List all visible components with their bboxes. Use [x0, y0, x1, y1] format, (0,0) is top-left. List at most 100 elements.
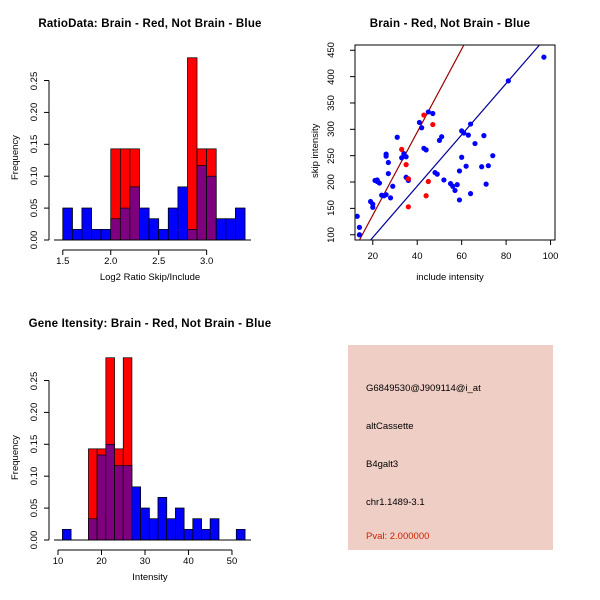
scatter-canvas — [350, 44, 556, 245]
scatter-point-not-brain — [385, 159, 391, 166]
scatter-point-not-brain — [459, 154, 465, 160]
scatter-content — [355, 45, 547, 240]
x-tick-label: 40 — [411, 251, 423, 262]
scatter-point-not-brain — [394, 134, 400, 140]
histogram-bar-not-brain — [72, 228, 83, 241]
scatter-point-not-brain — [399, 155, 405, 161]
histogram-bar-not-brain — [166, 518, 176, 541]
y-tick-label: 100 — [326, 226, 337, 243]
x-tick-label: 50 — [226, 556, 238, 567]
y-tick-label: 200 — [326, 174, 337, 190]
histogram-bar-not-brain — [183, 528, 194, 541]
gene-histogram-panel: Gene Itensity: Brain - Red, Not Brain - … — [0, 300, 300, 600]
histogram-bar-not-brain — [148, 218, 160, 241]
info-panel: G6849530@J909114@i_at altCassette B4galt… — [300, 300, 600, 600]
scatter-point-not-brain — [541, 54, 547, 60]
y-tick-label: 300 — [326, 121, 337, 138]
scatter-point-not-brain — [452, 187, 458, 194]
x-tick-label: 2.5 — [152, 256, 166, 267]
scatter-point-brain — [405, 204, 411, 210]
histogram-bar-not-brain — [62, 207, 73, 241]
gene-histogram-xlabel: Intensity — [132, 572, 168, 583]
scatter-point-brain — [430, 121, 436, 128]
not-brain-fit-line — [370, 45, 540, 240]
y-tick-label: 450 — [326, 42, 337, 59]
ratio-histogram-canvas — [44, 57, 251, 255]
histogram-bar-overlap — [110, 218, 121, 241]
ratio-histogram-xlabel: Log2 Ratio Skip/Include — [99, 272, 201, 283]
ratio-histogram-panel: RatioData: Brain - Red, Not Brain - Blue… — [0, 0, 300, 300]
histogram-bar-overlap — [129, 186, 140, 241]
scatter-point-not-brain — [467, 121, 474, 127]
scatter-point-not-brain — [430, 110, 436, 117]
scatter-panel: Brain - Red, Not Brain - Blue skip inten… — [300, 0, 600, 300]
x-tick-label: 80 — [500, 251, 512, 262]
x-tick-label: 100 — [542, 251, 559, 262]
x-tick-label: 2.0 — [104, 256, 118, 267]
histogram-bar-not-brain — [215, 218, 227, 241]
scatter-point-not-brain — [385, 170, 391, 177]
scatter-point-not-brain — [467, 191, 474, 197]
y-tick-label: 0.15 — [29, 135, 40, 154]
histogram-bar-not-brain — [192, 518, 202, 541]
histogram-bar-not-brain — [177, 186, 188, 241]
scatter-point-not-brain — [356, 232, 363, 238]
y-tick-label: 0.00 — [29, 530, 40, 550]
histogram-bar-not-brain — [158, 228, 169, 241]
y-tick-label: 0.20 — [29, 103, 40, 122]
scatter-point-not-brain — [419, 125, 425, 131]
scatter-point-brain — [405, 176, 411, 182]
histogram-bar-not-brain — [81, 207, 92, 241]
y-tick-label: 350 — [326, 95, 337, 111]
scatter-point-not-brain — [441, 177, 447, 183]
y-tick-label: 0.15 — [29, 435, 40, 454]
scatter-point-not-brain — [425, 109, 431, 115]
histogram-bar-not-brain — [157, 497, 168, 541]
scatter-point-brain — [425, 178, 431, 185]
scatter-point-not-brain — [505, 78, 511, 84]
histogram-bar-overlap — [119, 207, 131, 241]
scatter-point-not-brain — [383, 192, 389, 198]
histogram-bar-not-brain — [140, 507, 150, 541]
histogram-bar-overlap — [88, 518, 98, 541]
histogram-bar-overlap — [114, 465, 124, 541]
scatter-point-not-brain — [461, 130, 467, 136]
scatter-point-not-brain — [370, 204, 376, 210]
histogram-bar-overlap — [187, 228, 198, 241]
y-tick-label: 0.05 — [29, 198, 40, 218]
scatter-point-not-brain — [483, 181, 489, 187]
scatter-point-brain — [423, 193, 429, 199]
x-tick-label: 60 — [456, 251, 467, 262]
histogram-bar-not-brain — [209, 518, 220, 541]
x-tick-label: 3.0 — [200, 256, 214, 267]
histogram-bar-overlap — [96, 454, 107, 541]
ratio-histogram-title: RatioData: Brain - Red, Not Brain - Blue — [38, 18, 262, 30]
histogram-bar-not-brain — [100, 228, 112, 241]
y-tick-label: 0.20 — [29, 403, 40, 422]
histogram-bar-overlap — [105, 443, 115, 541]
scatter-point-not-brain — [456, 168, 463, 174]
locus-text: chr1.1489-3.1 — [366, 497, 425, 508]
scatter-point-brain — [399, 146, 405, 152]
probe-id-text: G6849530@J909114@i_at — [366, 383, 481, 394]
y-tick-label: 0.00 — [29, 230, 40, 250]
histogram-bar-not-brain — [167, 207, 179, 241]
scatter-point-not-brain — [390, 183, 396, 189]
histogram-bar-not-brain — [131, 486, 141, 541]
x-tick-label: 20 — [367, 251, 379, 262]
scatter-point-not-brain — [465, 132, 471, 138]
scatter-point-not-brain — [490, 153, 496, 159]
scatter-point-not-brain — [403, 154, 409, 160]
y-tick-label: 0.10 — [29, 166, 40, 186]
scatter-point-not-brain — [434, 171, 440, 177]
scatter-point-not-brain — [355, 213, 360, 219]
y-tick-label: 400 — [326, 68, 337, 85]
histogram-bar-not-brain — [235, 207, 246, 241]
histogram-bar-not-brain — [201, 528, 211, 541]
y-tick-label: 0.25 — [29, 371, 40, 390]
gene-histogram-title: Gene Itensity: Brain - Red, Not Brain - … — [28, 318, 272, 330]
x-tick-label: 20 — [96, 556, 107, 567]
histogram-bar-not-brain — [148, 518, 159, 541]
scatter-point-not-brain — [485, 163, 491, 169]
histogram-bar-not-brain — [139, 207, 150, 241]
